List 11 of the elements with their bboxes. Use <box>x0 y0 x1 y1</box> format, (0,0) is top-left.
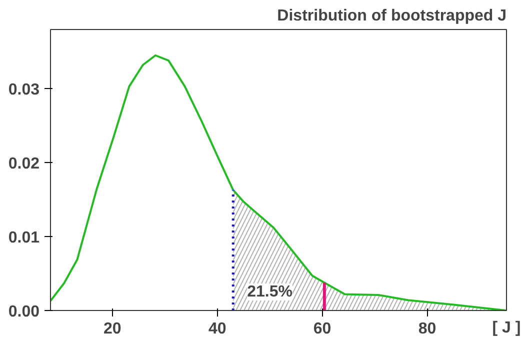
x-tick-label: 20 <box>104 320 122 338</box>
x-tick-label: 40 <box>208 320 226 338</box>
y-tick-label: 0.03 <box>8 82 40 99</box>
y-tick-label: 0.02 <box>8 156 40 173</box>
x-tick-label: 60 <box>313 320 332 338</box>
chart-title: Distribution of bootstrapped J <box>277 8 507 24</box>
y-tick-label: 0.01 <box>8 230 40 247</box>
y-tick-label: 0.00 <box>8 304 40 320</box>
x-axis-title: [ J ] <box>492 320 521 336</box>
x-tick-label: 80 <box>418 320 436 338</box>
annotation: 21.5% <box>247 284 292 300</box>
